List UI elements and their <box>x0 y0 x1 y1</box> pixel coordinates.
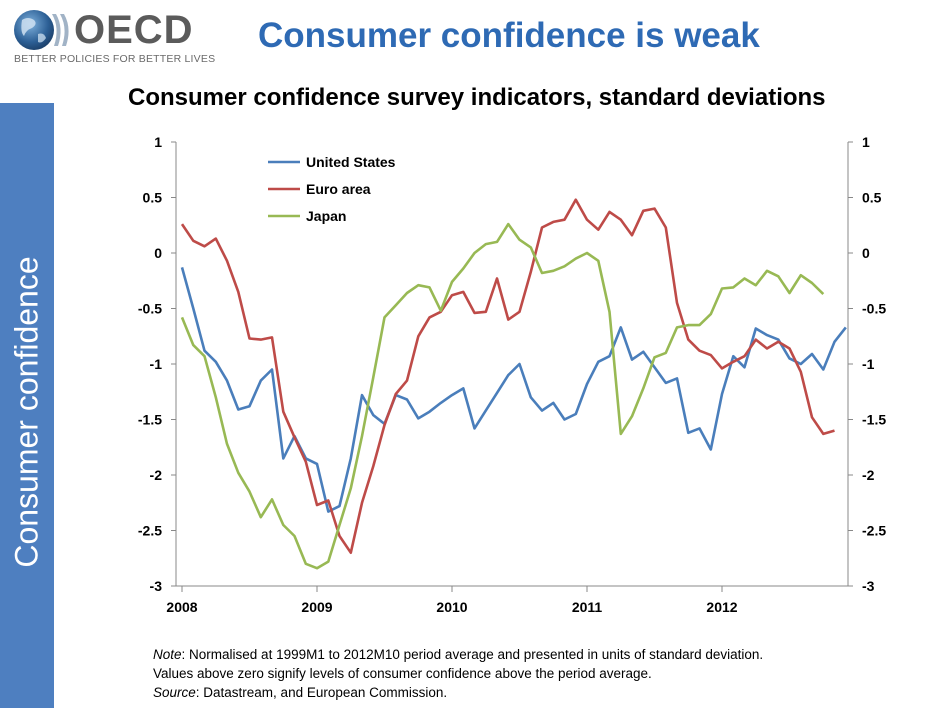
y-tick-label-right: -3 <box>862 578 875 594</box>
footnote: Note: Normalised at 1999M1 to 2012M10 pe… <box>153 645 763 702</box>
y-tick-label-left: -3 <box>150 578 163 594</box>
y-tick-label-right: -2.5 <box>862 523 886 539</box>
y-tick-label-left: 0 <box>154 245 162 261</box>
footnote-line-2: Values above zero signify levels of cons… <box>153 666 652 681</box>
oecd-logo: OECD BETTER POLICIES FOR BETTER LIVES <box>12 6 215 66</box>
x-tick-label: 2008 <box>166 599 197 615</box>
y-tick-label-left: 0.5 <box>143 190 163 206</box>
logo-tagline: BETTER POLICIES FOR BETTER LIVES <box>14 53 216 65</box>
logo-wordmark: OECD <box>74 8 194 52</box>
legend-label: Japan <box>306 208 346 224</box>
legend-label: Euro area <box>306 181 371 197</box>
y-tick-label-right: -2 <box>862 467 875 483</box>
x-tick-label: 2010 <box>436 599 467 615</box>
footnote-line-1: Note: Normalised at 1999M1 to 2012M10 pe… <box>153 647 764 662</box>
x-tick-label: 2012 <box>706 599 737 615</box>
x-tick-label: 2011 <box>572 599 603 615</box>
sidebar-label: Consumer confidence <box>8 256 45 568</box>
y-tick-label-right: 0 <box>862 245 870 261</box>
slide-headline: Consumer confidence is weak <box>258 16 760 55</box>
y-tick-label-left: -0.5 <box>138 301 162 317</box>
y-tick-label-left: -1 <box>150 356 163 372</box>
series-line-euro-area <box>180 198 835 555</box>
y-tick-label-left: -1.5 <box>138 412 162 428</box>
x-tick-label: 2009 <box>301 599 332 615</box>
y-tick-label-right: -1 <box>862 356 875 372</box>
series-line-japan <box>180 222 825 570</box>
sidebar-band <box>0 103 54 708</box>
y-tick-label-right: 1 <box>862 134 870 150</box>
series-line-united-states <box>180 267 847 513</box>
line-chart: 1 1 0.5 0.5 0 0 -0.5 -0.5 -1 -1 -1.5 -1.5 -2 -2 -2.5 -2… <box>138 134 886 615</box>
y-tick-label-left: -2 <box>150 467 163 483</box>
globe-icon <box>14 10 69 50</box>
y-tick-label-left: -2.5 <box>138 523 162 539</box>
y-tick-label-left: 1 <box>154 134 162 150</box>
chart-title: Consumer confidence survey indicators, s… <box>128 84 826 111</box>
footnote-line-3: Source: Datastream, and European Commiss… <box>153 685 448 700</box>
y-tick-label-right: 0.5 <box>862 190 882 206</box>
y-tick-label-right: -1.5 <box>862 412 886 428</box>
y-tick-label-right: -0.5 <box>862 301 886 317</box>
legend-label: United States <box>306 154 396 170</box>
